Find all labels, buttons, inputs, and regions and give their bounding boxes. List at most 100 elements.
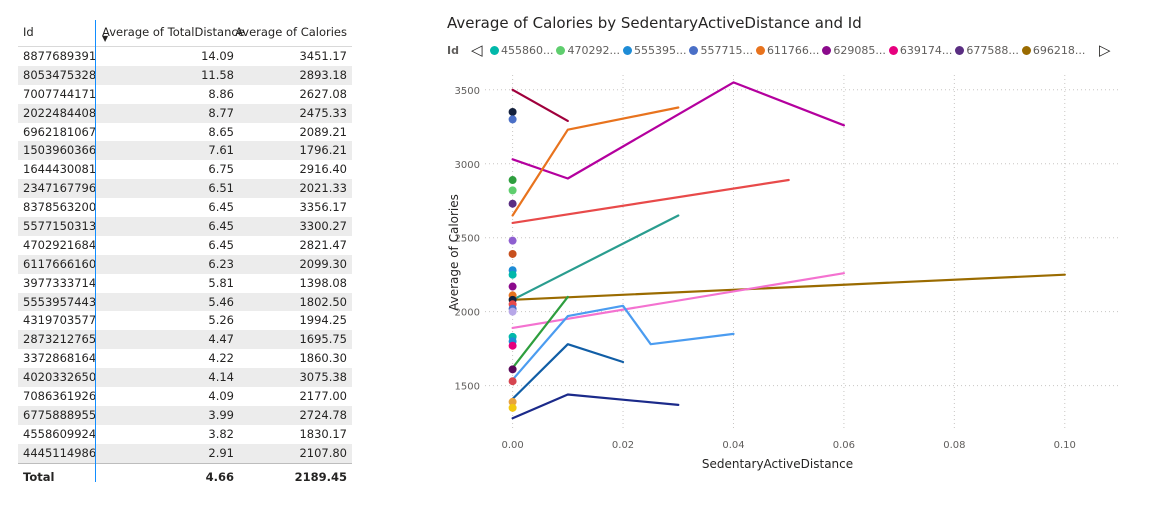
- cell-id: 6117666160: [23, 256, 97, 271]
- data-point[interactable]: [508, 365, 517, 374]
- series-line[interactable]: [511, 343, 625, 400]
- series-line[interactable]: [511, 88, 569, 123]
- series-line[interactable]: [511, 393, 680, 420]
- data-point[interactable]: [508, 377, 517, 386]
- x-tick-label: 0.00: [501, 440, 523, 451]
- legend-label: 455860...: [501, 44, 554, 57]
- cell-calories: 1398.08: [299, 275, 347, 290]
- table-row[interactable]: 8378563200 6.45 3356.17: [18, 198, 352, 217]
- cell-calories: 1830.17: [299, 426, 347, 441]
- series-line[interactable]: [511, 272, 845, 329]
- series-line[interactable]: [511, 81, 845, 180]
- cell-calories: 3356.17: [299, 200, 347, 215]
- cell-total-distance: 6.75: [208, 162, 234, 177]
- table-row[interactable]: 1644430081 6.75 2916.40: [18, 160, 352, 179]
- table-row[interactable]: 8053475328 11.58 2893.18: [18, 65, 352, 85]
- series-line[interactable]: [511, 214, 680, 301]
- series-line[interactable]: [511, 106, 680, 217]
- table-row[interactable]: 2022484408 8.77 2475.33: [18, 103, 352, 123]
- legend-label: 470292...: [567, 44, 620, 57]
- cell-id: 8053475328: [23, 67, 97, 82]
- data-point[interactable]: [508, 397, 517, 406]
- table-row[interactable]: 5577150313 6.45 3300.27: [18, 217, 352, 236]
- table-row[interactable]: 1503960366 7.61 1796.21: [18, 141, 352, 161]
- table-row[interactable]: 8877689391 14.09 3451.17: [18, 47, 352, 66]
- cell-total-distance: 4.09: [208, 389, 234, 404]
- cell-id: 7007744171: [23, 86, 97, 101]
- x-tick-label: 0.08: [943, 440, 965, 451]
- legend-next-icon[interactable]: ▷: [1099, 41, 1111, 59]
- data-point[interactable]: [508, 341, 517, 350]
- data-point[interactable]: [508, 107, 517, 116]
- x-tick-label: 0.10: [1054, 440, 1076, 451]
- table-row[interactable]: 6775888955 3.99 2724.78: [18, 405, 352, 425]
- data-point[interactable]: [508, 186, 517, 195]
- data-point[interactable]: [508, 270, 517, 279]
- series-line[interactable]: [511, 273, 1066, 301]
- legend-item[interactable]: 696218...: [1021, 44, 1085, 57]
- data-point[interactable]: [508, 307, 517, 316]
- series-line[interactable]: [511, 295, 569, 369]
- data-point[interactable]: [508, 282, 517, 291]
- cell-total-distance: 7.61: [208, 143, 234, 158]
- table-row[interactable]: 2873212765 4.47 1695.75: [18, 330, 352, 350]
- y-tick-label: 2000: [455, 308, 480, 319]
- column-header-calories[interactable]: Average of Calories: [235, 25, 347, 39]
- legend-previous-icon[interactable]: ◁: [471, 41, 483, 59]
- table-row[interactable]: 7007744171 8.86 2627.08: [18, 85, 352, 104]
- table-row[interactable]: 6962181067 8.65 2089.21: [18, 123, 352, 142]
- cell-id: 4702921684: [23, 237, 97, 252]
- column-resize-handle[interactable]: [95, 20, 96, 482]
- cell-calories: 2893.18: [299, 67, 347, 82]
- sort-descending-icon[interactable]: ▼: [102, 34, 109, 43]
- column-header-total-distance[interactable]: Average of TotalDistance: [102, 25, 245, 39]
- cell-id: 2022484408: [23, 105, 97, 120]
- legend-item[interactable]: 677588...: [955, 44, 1019, 57]
- legend-label: 555395...: [633, 44, 687, 57]
- cell-total-distance: 3.99: [208, 407, 234, 422]
- cell-calories: 3300.27: [299, 219, 347, 234]
- legend-item[interactable]: 470292...: [556, 44, 620, 57]
- y-axis-title: Average of Calories: [447, 194, 461, 311]
- legend-item[interactable]: 629085...: [822, 44, 886, 57]
- table-row[interactable]: 4445114986 2.91 2107.80: [18, 443, 352, 463]
- table-row[interactable]: 2347167796 6.51 2021.33: [18, 179, 352, 199]
- legend-title: Id: [447, 44, 459, 57]
- cell-calories: 2821.47: [299, 237, 347, 252]
- cell-calories: 2177.00: [299, 389, 347, 404]
- column-header-id[interactable]: Id: [23, 25, 34, 39]
- table-row[interactable]: 3372868164 4.22 1860.30: [18, 349, 352, 368]
- series-line[interactable]: [511, 178, 790, 224]
- legend-marker-icon: [490, 46, 499, 55]
- cell-total-distance: 14.09: [201, 49, 234, 63]
- table-row[interactable]: 4558609924 3.82 1830.17: [18, 425, 352, 444]
- table-row[interactable]: 3977333714 5.81 1398.08: [18, 274, 352, 293]
- data-point[interactable]: [508, 249, 517, 258]
- legend-label: 639174...: [899, 44, 953, 57]
- chart-title: Average of Calories by SedentaryActiveDi…: [447, 14, 862, 32]
- legend-item[interactable]: 611766...: [755, 44, 819, 57]
- data-point[interactable]: [508, 236, 517, 245]
- cell-calories: 2475.33: [299, 105, 347, 120]
- data-point[interactable]: [508, 403, 517, 412]
- legend-item[interactable]: 639174...: [888, 44, 953, 57]
- y-tick-label: 3500: [455, 86, 480, 97]
- legend-item[interactable]: 455860...: [490, 44, 553, 57]
- data-point[interactable]: [508, 199, 517, 208]
- table-row[interactable]: 6117666160 6.23 2099.30: [18, 254, 352, 274]
- legend-marker-icon: [822, 46, 832, 55]
- table-row[interactable]: 5553957443 5.46 1802.50: [18, 292, 352, 312]
- cell-calories: 2099.30: [299, 256, 347, 271]
- cell-id: 7086361926: [23, 389, 97, 404]
- table-row[interactable]: 4702921684 6.45 2821.47: [18, 236, 352, 255]
- cell-id: 5553957443: [23, 294, 97, 309]
- legend-item[interactable]: 555395...: [622, 44, 687, 57]
- data-point[interactable]: [508, 176, 517, 185]
- data-point[interactable]: [508, 115, 517, 124]
- table-row[interactable]: 4020332650 4.14 3075.38: [18, 368, 352, 388]
- legend-item[interactable]: 557715...: [689, 44, 753, 57]
- table-row[interactable]: 7086361926 4.09 2177.00: [18, 387, 352, 406]
- series-line[interactable]: [511, 304, 735, 381]
- table-row[interactable]: 4319703577 5.26 1994.25: [18, 311, 352, 330]
- cell-total-distance: 6.45: [208, 200, 234, 215]
